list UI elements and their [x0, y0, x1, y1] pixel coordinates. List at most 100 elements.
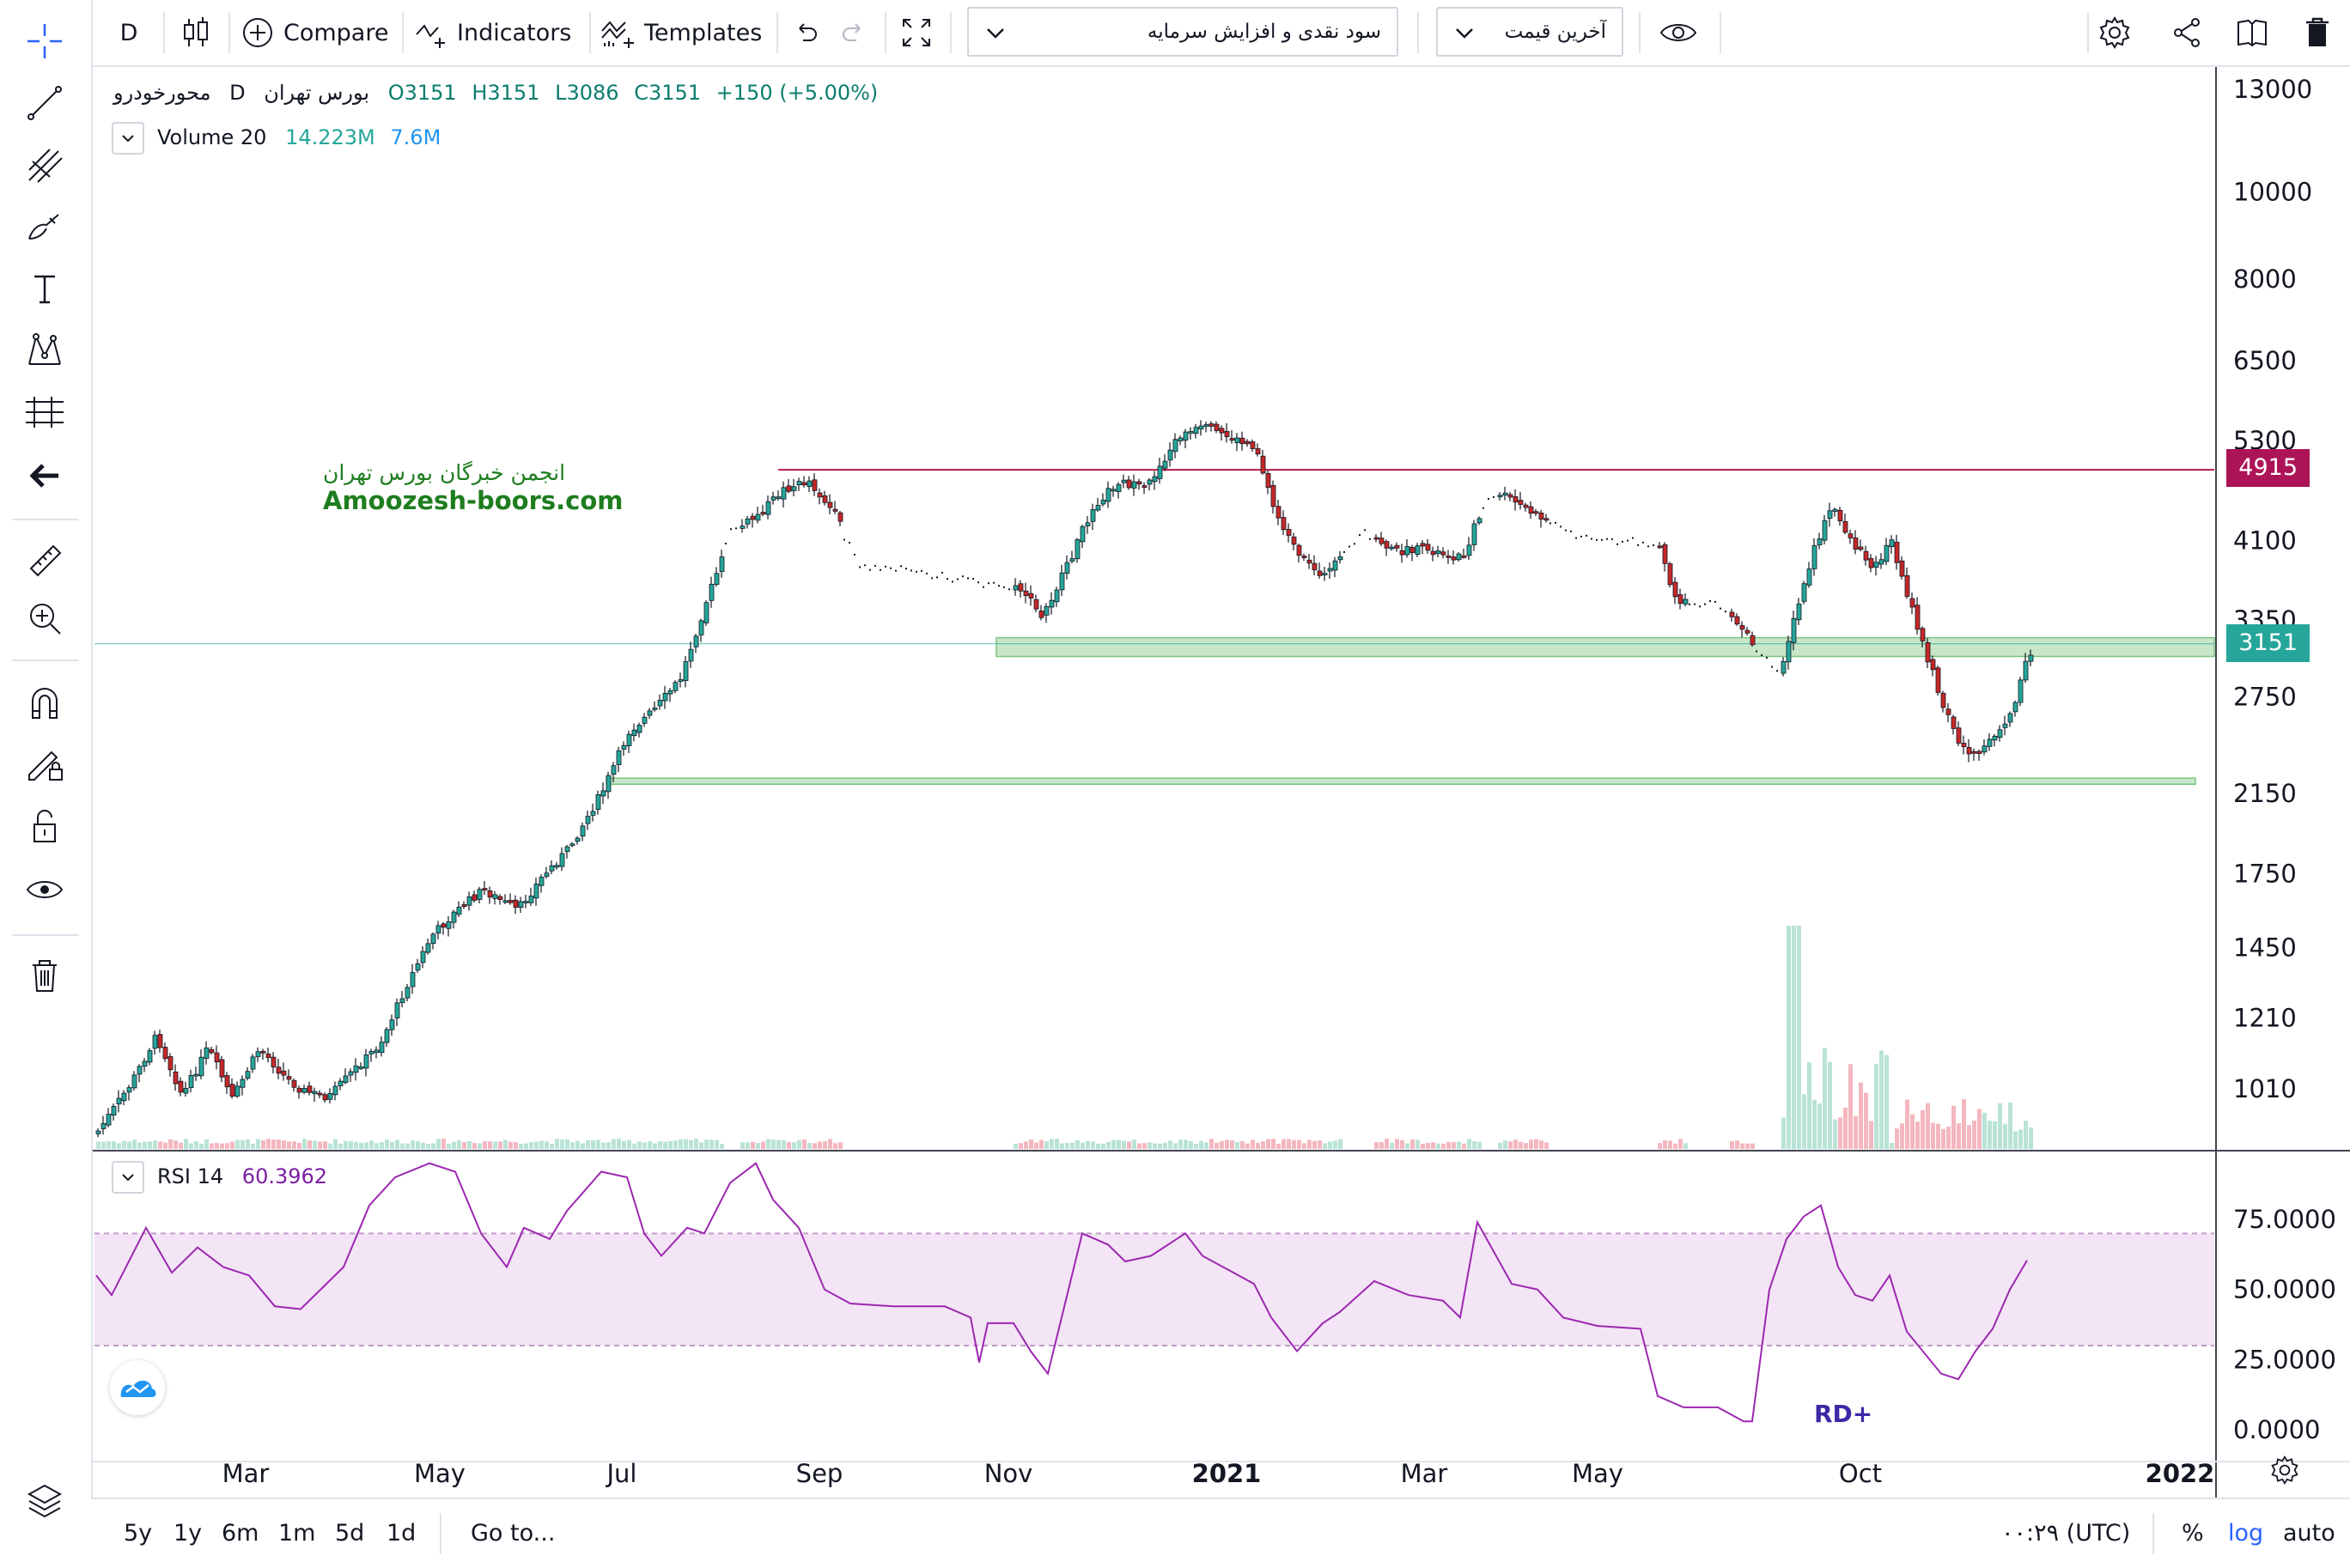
undo-button[interactable]	[782, 0, 830, 65]
fib-tool[interactable]	[17, 141, 72, 189]
chart-type-button[interactable]	[172, 0, 220, 65]
candle-body	[796, 481, 802, 486]
back-arrow-button[interactable]	[17, 452, 72, 500]
tradingview-logo[interactable]	[110, 1360, 165, 1415]
volume-collapse-button[interactable]	[112, 122, 144, 155]
rsi-legend[interactable]: RSI 14 60.3962	[157, 1164, 327, 1188]
volume-bar	[1410, 1139, 1415, 1149]
volume-bar	[1240, 1141, 1245, 1149]
candle-body	[1662, 544, 1668, 564]
candle-body	[1229, 438, 1235, 441]
zoom-tool[interactable]	[17, 594, 72, 642]
candle-body	[1126, 479, 1132, 489]
volume-legend[interactable]: Volume 20 14.223M 7.6M	[157, 125, 441, 149]
templates-button[interactable]: Templates	[600, 0, 771, 65]
text-icon	[34, 275, 55, 304]
candle-body	[100, 1123, 107, 1129]
brush-tool[interactable]	[17, 203, 72, 251]
timezone-button[interactable]: ۰۰:۲۹ (UTC)	[2001, 1520, 2131, 1547]
trendline-tool[interactable]	[17, 79, 72, 127]
time-axis-tick: Mar	[222, 1459, 270, 1488]
corporate-actions-select[interactable]: سود نقدی و افزایش سرمایه	[967, 7, 1398, 57]
volume-bar	[1338, 1139, 1342, 1149]
hide-drawings-tool[interactable]	[17, 866, 72, 914]
rsi-collapse-button[interactable]	[112, 1161, 144, 1194]
volume-name: Volume 20	[157, 125, 267, 149]
text-tool[interactable]	[17, 264, 72, 313]
compare-button[interactable]: Compare	[240, 0, 395, 65]
candle-body	[1538, 512, 1544, 520]
lock-drawing-tool[interactable]	[17, 738, 72, 787]
pattern-tool[interactable]	[17, 326, 72, 374]
candle-body	[1667, 563, 1673, 586]
candle-body	[1440, 551, 1446, 556]
symbol-legend[interactable]: محورخودرو D بورس تهران O3151 H3151 L3086…	[113, 81, 878, 105]
candle-body	[693, 635, 699, 647]
lock-all-tool[interactable]	[17, 802, 72, 850]
volume-bar	[390, 1141, 394, 1149]
visibility-button[interactable]	[1653, 0, 1704, 65]
templates-label: Templates	[644, 19, 763, 46]
indicators-button[interactable]: Indicators	[414, 0, 586, 65]
range-6m[interactable]: 6m	[222, 1520, 259, 1547]
range-5d[interactable]: 5d	[335, 1520, 365, 1547]
snapshot-button[interactable]	[2226, 0, 2278, 65]
volume-bar	[637, 1141, 642, 1149]
candle-body	[472, 894, 478, 901]
candle-body	[760, 512, 766, 515]
range-5y[interactable]: 5y	[124, 1520, 153, 1547]
axis-settings-button[interactable]	[2264, 1449, 2305, 1491]
rsi-axis-tick: 0.0000	[2233, 1415, 2320, 1444]
crosshair-tool[interactable]	[17, 17, 72, 65]
indicators-icon	[416, 24, 445, 48]
share-button[interactable]	[2161, 0, 2213, 65]
remove-drawings-tool[interactable]	[17, 951, 72, 1000]
auto-toggle[interactable]: auto	[2283, 1520, 2335, 1547]
log-toggle[interactable]: log	[2228, 1520, 2264, 1547]
candle-body	[343, 1075, 349, 1083]
price-source-value: آخرین قیمت	[1504, 21, 1606, 43]
prediction-tool[interactable]	[17, 388, 72, 436]
candles-group	[95, 420, 2034, 1138]
candle-body	[1744, 629, 1750, 634]
interval-button[interactable]: D	[119, 19, 138, 46]
candle-body	[456, 906, 462, 915]
candle-body	[1940, 692, 1946, 708]
fullscreen-button[interactable]	[892, 0, 941, 65]
candle-body	[1446, 555, 1452, 558]
candle-body	[1260, 455, 1266, 474]
volume-bar	[1982, 1112, 1987, 1149]
delete-button[interactable]	[2293, 0, 2341, 65]
volume-bar	[199, 1143, 204, 1149]
candle-body	[425, 943, 431, 953]
volume-bar	[194, 1141, 198, 1149]
candle-body	[492, 894, 498, 899]
price-source-select[interactable]: آخرین قیمت	[1436, 7, 1623, 57]
volume-bar	[1508, 1141, 1513, 1149]
settings-button[interactable]	[2089, 0, 2140, 65]
candle-body	[502, 900, 508, 903]
range-1y[interactable]: 1y	[174, 1520, 203, 1547]
volume-bar	[1735, 1140, 1739, 1149]
range-1m[interactable]: 1m	[278, 1520, 316, 1547]
candle-body	[1832, 508, 1838, 512]
volume-bar	[467, 1140, 472, 1149]
volume-bar	[612, 1139, 616, 1149]
candle-body	[2012, 702, 2018, 713]
toolbar-divider	[589, 12, 591, 53]
goto-button[interactable]: Go to...	[471, 1520, 556, 1547]
magnet-tool[interactable]	[17, 678, 72, 726]
redo-button[interactable]	[830, 0, 878, 65]
volume-bar	[354, 1141, 358, 1149]
measure-tool[interactable]	[17, 536, 72, 584]
volume-bar	[1194, 1143, 1198, 1149]
object-tree-button[interactable]	[17, 1477, 72, 1525]
percent-toggle[interactable]: %	[2182, 1520, 2204, 1547]
range-1d[interactable]: 1d	[387, 1520, 417, 1547]
volume-bar	[292, 1141, 296, 1149]
candle-body	[1966, 746, 1972, 755]
candle-body	[348, 1071, 354, 1076]
candle-body	[1306, 559, 1312, 564]
